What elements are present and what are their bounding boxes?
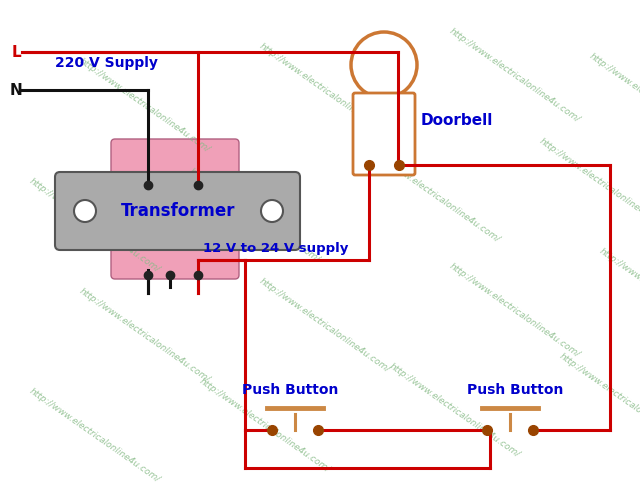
Text: http://www.electricalonline4u.com/: http://www.electricalonline4u.com/ (77, 56, 211, 154)
FancyBboxPatch shape (55, 172, 300, 250)
Text: N: N (10, 82, 22, 97)
FancyBboxPatch shape (353, 93, 415, 175)
FancyBboxPatch shape (111, 236, 239, 279)
Text: http://www.electricalonline4u.com/: http://www.electricalonline4u.com/ (197, 376, 332, 474)
Text: http://www.electricalonline4u.com/: http://www.electricalonline4u.com/ (557, 351, 640, 449)
Text: Push Button: Push Button (242, 383, 338, 397)
Circle shape (74, 200, 96, 222)
Text: 220 V Supply: 220 V Supply (55, 56, 158, 70)
Circle shape (261, 200, 283, 222)
Text: http://www.electricalonline4u.com/: http://www.electricalonline4u.com/ (597, 247, 640, 344)
Text: L: L (11, 44, 21, 59)
Text: http://www.electricalonline4u.com/: http://www.electricalonline4u.com/ (447, 261, 581, 359)
Text: http://www.electricalonline4u.com/: http://www.electricalonline4u.com/ (28, 176, 161, 274)
Circle shape (351, 32, 417, 98)
Text: http://www.electricalonline4u.com/: http://www.electricalonline4u.com/ (257, 41, 392, 139)
Text: http://www.electricalonline4u.com/: http://www.electricalonline4u.com/ (257, 276, 392, 374)
Text: http://www.electricalonline4u.com/: http://www.electricalonline4u.com/ (538, 136, 640, 234)
Text: http://www.electricalonline4u.com/: http://www.electricalonline4u.com/ (447, 26, 581, 124)
Text: http://www.electricalonline4u.com/: http://www.electricalonline4u.com/ (588, 51, 640, 149)
Text: http://www.electricalonline4u.com/: http://www.electricalonline4u.com/ (77, 286, 211, 384)
Text: 12 V to 24 V supply: 12 V to 24 V supply (203, 242, 348, 254)
Text: http://www.electricalonline4u.com/: http://www.electricalonline4u.com/ (367, 146, 501, 244)
FancyBboxPatch shape (111, 139, 239, 189)
Text: http://www.electricalonline4u.com/: http://www.electricalonline4u.com/ (28, 386, 161, 484)
Text: http://www.electricalonline4u.com/: http://www.electricalonline4u.com/ (387, 361, 522, 459)
Text: http://www.electricalonline4u.com/: http://www.electricalonline4u.com/ (188, 166, 321, 264)
Text: Push Button: Push Button (467, 383, 563, 397)
Text: Transformer: Transformer (121, 202, 236, 220)
Text: Doorbell: Doorbell (421, 112, 493, 128)
